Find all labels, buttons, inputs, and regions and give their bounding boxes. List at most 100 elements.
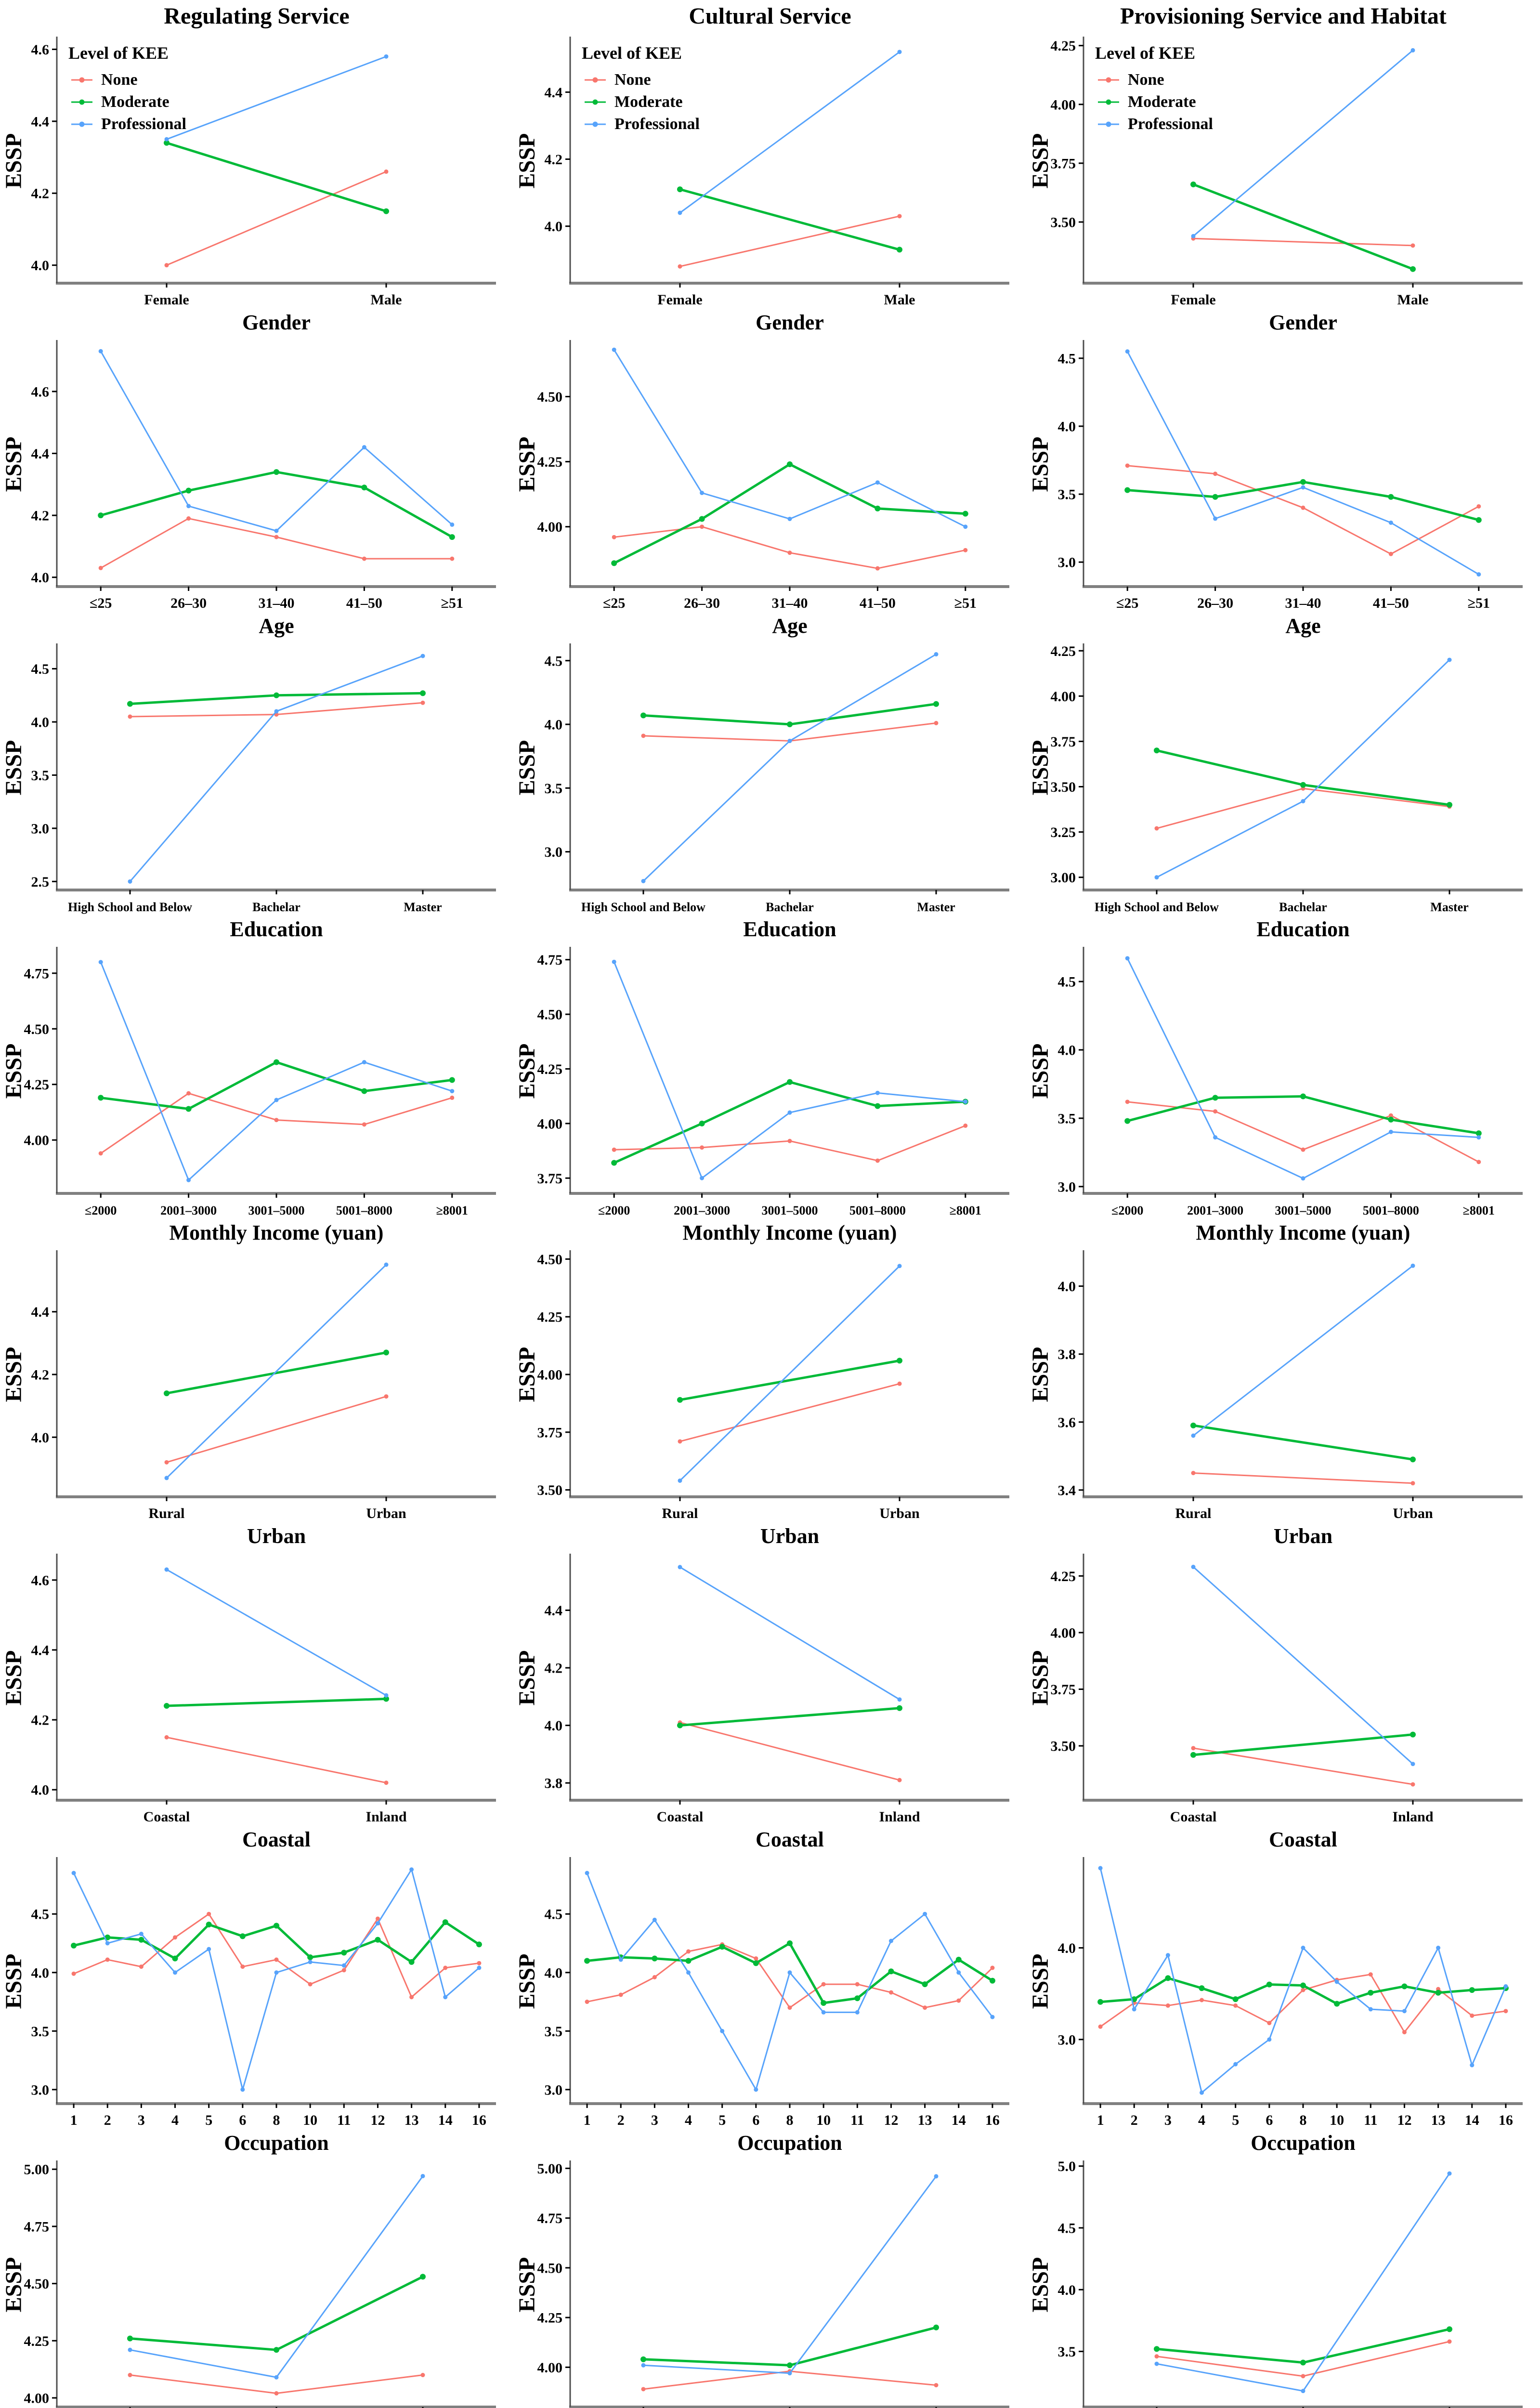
column-titles: Regulating Service Cultural Service Prov… xyxy=(0,0,1540,31)
data-point-moderate xyxy=(1410,1731,1416,1738)
y-tick-label: 3.5 xyxy=(1058,1111,1076,1126)
data-point-moderate xyxy=(361,1088,367,1094)
x-tick-label: 13 xyxy=(918,2112,932,2128)
y-tick-label: 4.5 xyxy=(1058,2220,1076,2236)
x-tick-label: 12 xyxy=(884,2112,898,2128)
x-axis-title: Urban xyxy=(760,1524,819,1548)
x-tick-label: 1 xyxy=(1097,2112,1104,2128)
data-point-moderate xyxy=(1212,1095,1218,1101)
x-tick-label: ≥51 xyxy=(441,595,463,611)
series-line-none xyxy=(166,1736,387,1784)
data-point-professional xyxy=(963,1099,968,1104)
data-point-professional xyxy=(164,137,169,142)
data-point-professional xyxy=(1388,1129,1393,1134)
data-point-professional xyxy=(1267,2037,1272,2042)
data-point-none xyxy=(1368,1972,1373,1977)
data-point-professional xyxy=(240,2087,245,2092)
y-tick-label: 4.2 xyxy=(31,1367,50,1383)
data-point-none xyxy=(612,1147,616,1152)
data-point-moderate xyxy=(420,2274,426,2280)
data-point-professional xyxy=(71,1871,76,1875)
x-tick-label: 41–50 xyxy=(1373,595,1409,611)
data-point-none xyxy=(1154,826,1159,831)
y-tick-label: 3.75 xyxy=(1051,734,1076,750)
data-point-moderate xyxy=(611,560,617,566)
data-point-professional xyxy=(956,1970,961,1975)
legend-label-none: None xyxy=(614,71,651,89)
data-point-moderate xyxy=(1154,2346,1160,2352)
x-tick-label: 5001–8000 xyxy=(849,1204,906,1217)
data-point-none xyxy=(420,2373,425,2378)
column-title-cultural-service: Cultural Service xyxy=(689,3,851,29)
data-point-moderate xyxy=(874,1103,881,1109)
data-point-none xyxy=(274,1118,279,1123)
data-point-professional xyxy=(652,1917,657,1922)
y-tick-label: 4.0 xyxy=(545,1965,563,1981)
data-point-professional xyxy=(1200,2090,1204,2095)
data-point-moderate xyxy=(164,140,170,146)
data-point-none xyxy=(274,2391,279,2396)
y-tick-label: 4.0 xyxy=(31,258,50,274)
data-point-moderate xyxy=(476,1941,482,1948)
y-tick-label: 2.5 xyxy=(31,874,50,890)
data-point-moderate xyxy=(677,1397,683,1403)
data-point-professional xyxy=(612,347,616,352)
data-point-moderate xyxy=(640,712,646,719)
legend-title: Level of KEE xyxy=(582,43,682,63)
series-line-professional xyxy=(1192,1566,1414,1765)
x-axis-title: Coastal xyxy=(756,1828,824,1851)
data-point-moderate xyxy=(677,186,683,193)
x-tick-label: 5001–8000 xyxy=(336,1204,392,1217)
series-line-professional xyxy=(679,51,900,214)
data-point-none xyxy=(875,566,880,571)
legend-key-point-professional xyxy=(79,121,85,127)
data-point-moderate xyxy=(989,1977,995,1984)
data-point-none xyxy=(186,1091,191,1096)
data-point-professional xyxy=(934,652,939,657)
data-point-professional xyxy=(274,1098,279,1102)
x-tick-label: 13 xyxy=(405,2112,419,2128)
y-tick-label: 4.6 xyxy=(31,384,50,400)
series-line-none xyxy=(166,171,387,266)
legend-key-point-moderate xyxy=(592,99,598,105)
data-point-professional xyxy=(787,2371,792,2376)
series-line-moderate xyxy=(1127,1095,1479,1135)
data-point-professional xyxy=(1125,956,1130,961)
y-axis-title: ESSP xyxy=(1,1044,26,1099)
data-point-professional xyxy=(384,54,389,59)
y-tick-label: 4.4 xyxy=(545,85,563,101)
x-axis-title: Education xyxy=(743,917,836,941)
data-point-moderate xyxy=(449,1077,455,1083)
x-tick-label: Inland xyxy=(365,1809,406,1825)
data-point-none xyxy=(274,535,279,539)
data-point-professional xyxy=(1447,657,1452,662)
data-point-moderate xyxy=(274,2347,279,2353)
data-point-none xyxy=(1267,2021,1272,2026)
data-point-professional xyxy=(98,960,103,965)
data-point-none xyxy=(1213,1109,1218,1114)
data-point-moderate xyxy=(1266,1981,1272,1988)
y-tick-label: 4.25 xyxy=(537,454,563,470)
y-tick-label: 4.00 xyxy=(537,1116,563,1132)
legend-key-point-moderate xyxy=(1106,99,1111,105)
x-tick-label: 10 xyxy=(303,2112,317,2128)
data-point-moderate xyxy=(699,1120,705,1126)
y-tick-label: 3.0 xyxy=(31,821,50,837)
data-point-moderate xyxy=(1435,1989,1441,1996)
panel-age-cultural-service: 4.00 4.25 4.50 ≤25 26–30 31–40 41–50 ≥51 Age ESSP xyxy=(514,340,1009,638)
x-tick-label: Rural xyxy=(149,1505,185,1521)
chart-cell-regulating-service-religion: 4.004.254.504.755.00No Religion BeliefsM… xyxy=(0,2155,513,2408)
x-tick-label: ≤2000 xyxy=(598,1204,630,1217)
y-axis-title: ESSP xyxy=(1028,133,1053,189)
y-tick-label: 4.0 xyxy=(545,219,563,235)
panel-coastal-provisioning-service-and-habitat: 3.50 3.75 4.00 4.25 Coastal Inland Coastal ESSP xyxy=(1028,1554,1523,1851)
data-point-moderate xyxy=(383,208,389,214)
x-tick-label: 14 xyxy=(438,2112,453,2128)
x-tick-label: ≥51 xyxy=(954,595,977,611)
data-point-professional xyxy=(128,879,132,884)
data-point-professional xyxy=(1301,799,1305,804)
y-tick-label: 3.0 xyxy=(1058,2032,1076,2048)
data-point-professional xyxy=(1410,1762,1415,1767)
chart-cell-provisioning-service-and-habitat-monthly-income-yuan: 3.0 3.5 4.0 4.5 ≤2000 2001–3000 3001–5000 5001–… xyxy=(1027,941,1540,1244)
data-point-none xyxy=(1470,2013,1475,2018)
